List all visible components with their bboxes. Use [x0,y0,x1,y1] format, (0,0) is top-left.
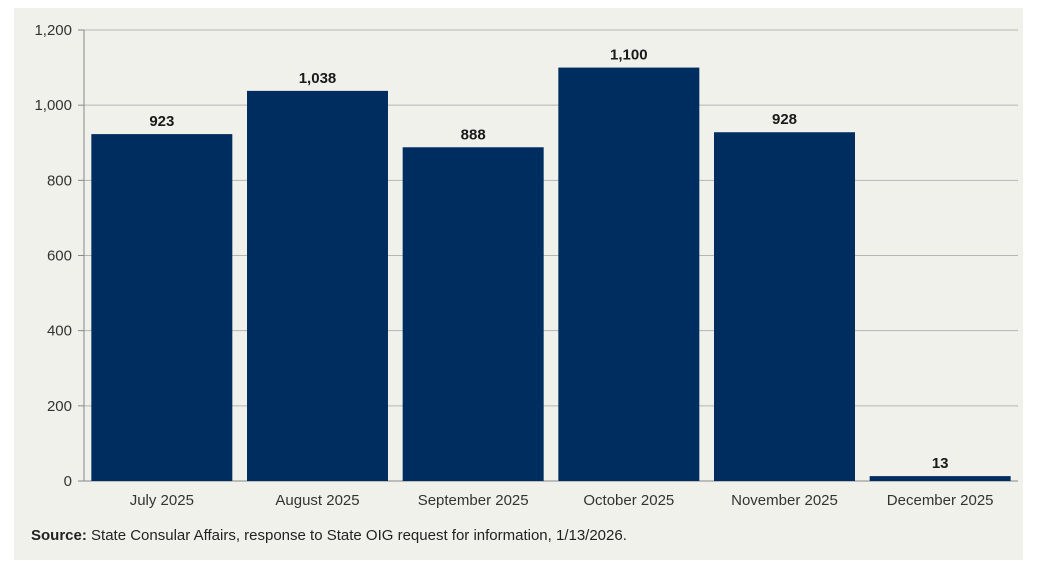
y-tick-label: 600 [47,248,72,265]
bars [91,67,1011,481]
bar-value-label: 1,038 [299,70,337,87]
bar [869,476,1011,481]
y-tick-label: 800 [47,172,72,189]
x-tick-label: December 2025 [887,492,994,509]
bar-value-label: 923 [149,113,174,130]
x-tick-label: October 2025 [583,492,674,509]
y-axis-ticks: 0 200 400 600 800 1,000 1,200 [34,22,72,490]
bar [247,90,388,481]
bar-value-label: 1,100 [610,47,648,64]
bar-value-label: 928 [772,111,797,128]
y-tick-label: 200 [47,398,72,415]
source-text: State Consular Affairs, response to Stat… [86,527,627,544]
source-note: Source: State Consular Affairs, response… [31,527,627,544]
y-tick-label: 400 [47,323,72,340]
data-labels: 923 1,038 888 1,100 928 13 [149,47,948,473]
y-tick-label: 1,000 [34,97,72,114]
x-tick-label: November 2025 [731,492,838,509]
y-tick-label: 1,200 [34,22,72,39]
x-tick-label: September 2025 [418,492,529,509]
bar [558,67,700,481]
source-label: Source: [31,527,87,544]
x-tick-label: August 2025 [275,492,359,509]
bar-value-label: 888 [461,126,486,143]
y-tick-label: 0 [64,473,72,490]
bar-value-label: 13 [932,455,949,472]
bar [714,132,855,481]
gridlines [78,29,1018,482]
x-axis-ticks: July 2025 August 2025 September 2025 Octobe… [130,492,994,509]
bar [402,147,544,481]
x-tick-label: July 2025 [130,492,194,509]
bar [91,134,233,481]
